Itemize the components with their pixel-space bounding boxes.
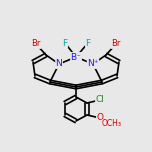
Text: Cl: Cl xyxy=(96,95,104,105)
Text: N: N xyxy=(56,59,62,69)
Text: F: F xyxy=(62,38,67,47)
Text: O: O xyxy=(97,114,104,123)
Text: OCH₃: OCH₃ xyxy=(102,119,122,128)
Text: Br: Br xyxy=(111,40,121,48)
Text: F: F xyxy=(85,38,91,47)
Text: B⁻: B⁻ xyxy=(71,52,81,62)
Text: N⁺: N⁺ xyxy=(87,59,99,69)
Text: Br: Br xyxy=(31,40,41,48)
